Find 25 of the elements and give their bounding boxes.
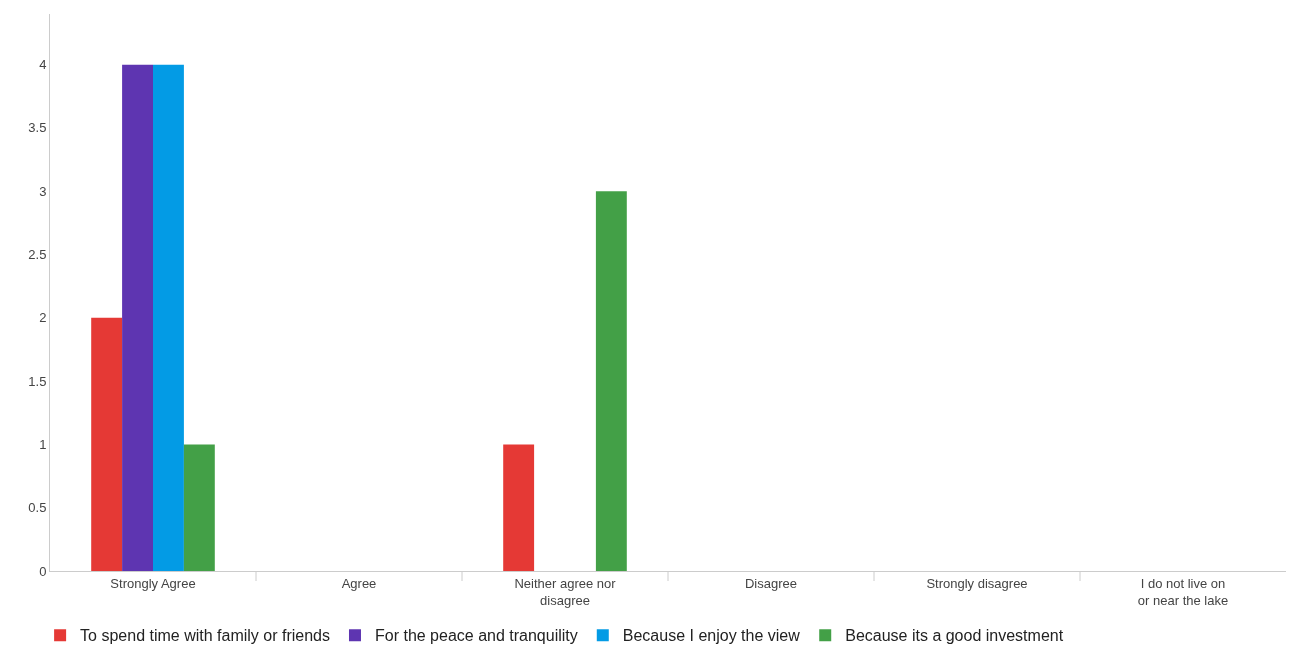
x-tick-label: Disagree — [744, 575, 798, 591]
y-tick-label: 4 — [39, 57, 47, 73]
bar — [595, 191, 627, 571]
x-tick-label: Agree — [341, 575, 377, 591]
legend-label: To spend time with family or friends — [80, 627, 330, 645]
y-tick-label: 3.5 — [28, 120, 47, 136]
y-tick-label: 2.5 — [28, 247, 47, 263]
legend-label: Because its a good investment — [845, 627, 1064, 645]
y-tick-label: 1.5 — [28, 373, 47, 389]
bar — [122, 64, 153, 571]
x-tick-label: Neither agree nor disagree — [514, 575, 617, 608]
x-tick-label: Strongly disagree — [926, 575, 1028, 591]
y-tick-label: 1 — [39, 436, 47, 452]
bar — [503, 444, 535, 571]
bar — [153, 64, 184, 571]
bar — [91, 317, 123, 571]
y-tick-label: 0 — [39, 563, 47, 579]
x-tick-label: Strongly Agree — [110, 575, 196, 591]
y-tick-label: 0.5 — [28, 500, 47, 516]
x-tick-label: I do not live on or near the lake — [1137, 575, 1229, 608]
y-tick-label: 2 — [39, 310, 47, 326]
y-tick-label: 3 — [39, 183, 47, 199]
bar — [183, 444, 215, 571]
legend-label: For the peace and tranquility — [374, 627, 578, 645]
legend-label: Because I enjoy the view — [622, 627, 801, 645]
